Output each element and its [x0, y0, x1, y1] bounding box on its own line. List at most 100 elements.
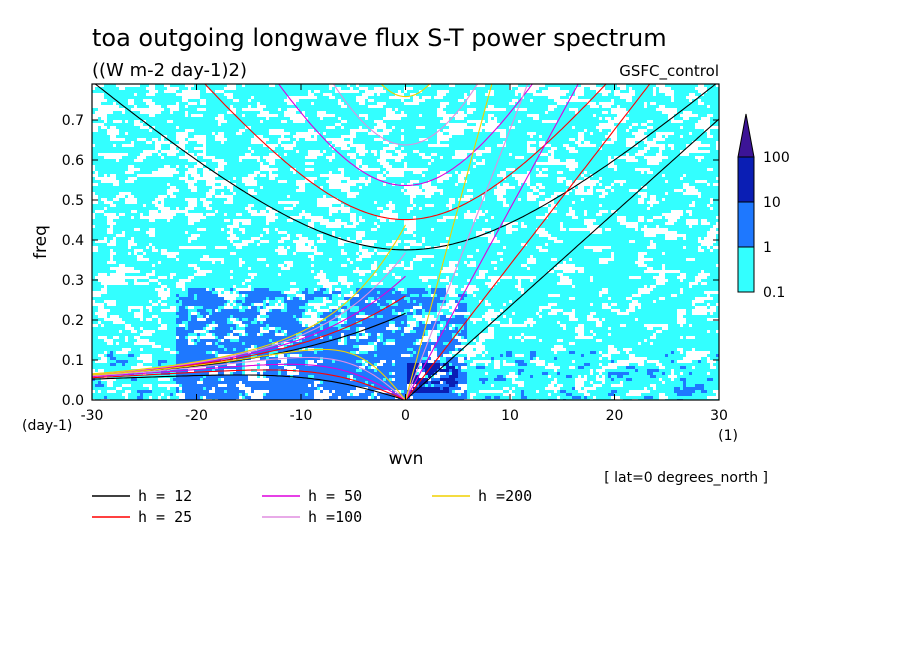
power-cell [497, 135, 500, 138]
power-cell [629, 150, 632, 153]
power-cell [356, 108, 359, 111]
power-cell [224, 108, 227, 111]
power-cell [323, 135, 326, 138]
power-cell [521, 105, 524, 108]
power-cell [668, 123, 671, 126]
power-cell [431, 147, 434, 150]
power-cell [281, 123, 284, 126]
power-cell [458, 93, 461, 96]
power-cell [362, 105, 365, 108]
power-cell [416, 108, 419, 111]
power-cell [581, 141, 584, 144]
power-cell [635, 102, 638, 105]
power-cell [281, 171, 284, 174]
power-cell [410, 147, 413, 150]
power-cell [710, 87, 713, 90]
power-cell [410, 165, 413, 168]
power-cell [395, 180, 398, 183]
power-cell [647, 183, 650, 186]
power-cell [350, 165, 353, 168]
power-cell [395, 162, 398, 165]
power-cell [374, 144, 377, 147]
power-cell [329, 162, 332, 165]
power-cell [173, 183, 176, 186]
power-cell [680, 141, 683, 144]
power-cell [215, 87, 218, 90]
power-cell [425, 147, 428, 150]
power-cell [689, 87, 692, 90]
power-cell [701, 99, 704, 102]
power-cell [401, 87, 404, 90]
power-cell [542, 96, 545, 99]
power-cell [266, 162, 269, 165]
power-cell [551, 84, 554, 87]
power-cell [173, 138, 176, 141]
power-cell [500, 165, 503, 168]
power-cell [314, 144, 317, 147]
power-cell [224, 84, 227, 87]
power-cell [266, 150, 269, 153]
power-cell [704, 111, 707, 114]
power-cell [374, 114, 377, 117]
power-cell [116, 117, 119, 120]
power-cell [428, 120, 431, 123]
power-cell [302, 150, 305, 153]
power-cell [602, 165, 605, 168]
power-cell [362, 174, 365, 177]
power-cell [260, 183, 263, 186]
power-cell [476, 141, 479, 144]
power-cell [467, 84, 470, 87]
power-cell [308, 105, 311, 108]
power-cell [407, 144, 410, 147]
power-cell [245, 129, 248, 132]
power-cell [623, 126, 626, 129]
power-cell [692, 123, 695, 126]
power-cell [587, 171, 590, 174]
power-cell [509, 117, 512, 120]
power-cell [377, 111, 380, 114]
power-cell [428, 135, 431, 138]
power-cell [230, 102, 233, 105]
power-cell [140, 183, 143, 186]
power-cell [599, 108, 602, 111]
power-cell [596, 96, 599, 99]
power-cell [239, 174, 242, 177]
power-cell [668, 180, 671, 183]
power-cell [143, 183, 146, 186]
power-cell [449, 102, 452, 105]
power-cell [218, 129, 221, 132]
power-cell [578, 105, 581, 108]
power-cell [560, 108, 563, 111]
power-cell [407, 141, 410, 144]
power-cell [320, 87, 323, 90]
power-cell [500, 138, 503, 141]
power-cell [596, 162, 599, 165]
power-cell [668, 165, 671, 168]
power-cell [155, 99, 158, 102]
power-cell [467, 180, 470, 183]
power-cell [110, 168, 113, 171]
power-cell [281, 117, 284, 120]
power-cell [239, 105, 242, 108]
power-cell [587, 105, 590, 108]
power-cell [542, 132, 545, 135]
power-cell [134, 111, 137, 114]
power-cell [179, 123, 182, 126]
power-cell [542, 138, 545, 141]
power-cell [308, 108, 311, 111]
power-cell [617, 168, 620, 171]
power-cell [557, 120, 560, 123]
power-cell [494, 96, 497, 99]
power-cell [569, 102, 572, 105]
power-cell [371, 120, 374, 123]
power-cell [524, 156, 527, 159]
power-cell [614, 171, 617, 174]
power-cell [599, 135, 602, 138]
power-cell [686, 159, 689, 162]
power-cell [218, 84, 221, 87]
power-cell [671, 102, 674, 105]
power-cell [167, 144, 170, 147]
power-cell [677, 150, 680, 153]
power-cell [653, 177, 656, 180]
power-cell [296, 168, 299, 171]
